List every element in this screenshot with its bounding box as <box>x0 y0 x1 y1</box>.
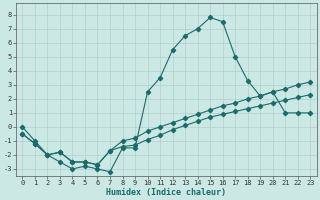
X-axis label: Humidex (Indice chaleur): Humidex (Indice chaleur) <box>106 188 226 197</box>
